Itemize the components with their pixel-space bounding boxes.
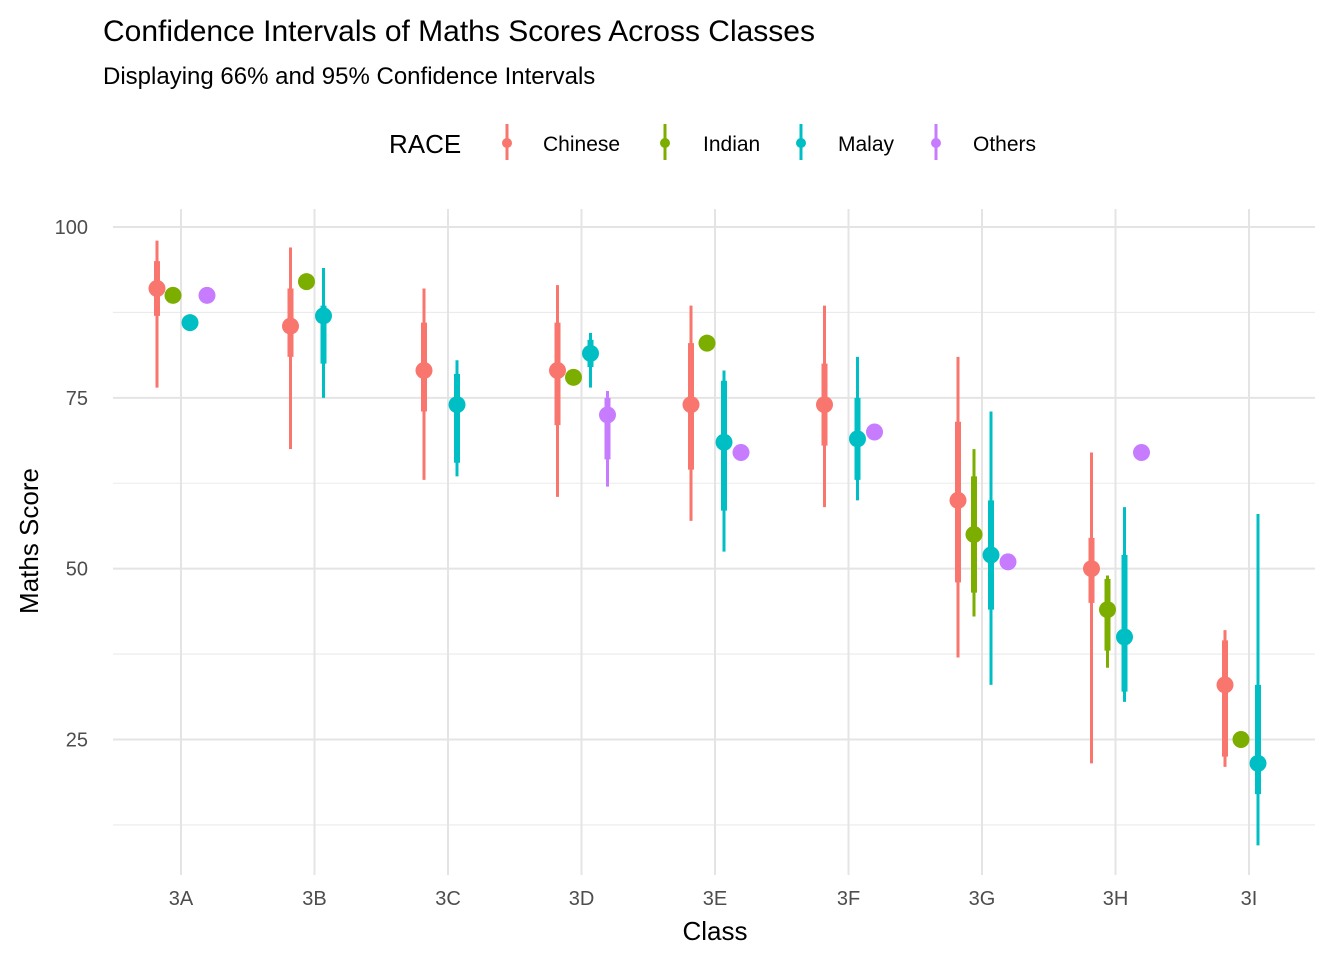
- point-estimate: [982, 546, 1000, 564]
- legend-label: Indian: [703, 133, 760, 156]
- legend-key-point: [502, 138, 512, 148]
- point-estimate: [448, 396, 466, 414]
- point-estimate: [732, 444, 750, 461]
- legend-key-point: [931, 138, 941, 148]
- point-estimate: [282, 317, 299, 335]
- point-estimate: [198, 286, 216, 304]
- point-estimate: [1099, 601, 1116, 619]
- legend-label: Malay: [838, 133, 895, 156]
- point-estimate: [1232, 731, 1250, 748]
- chart-title: Confidence Intervals of Maths Scores Acr…: [103, 15, 815, 48]
- point-estimate: [549, 362, 566, 379]
- point-estimate: [298, 273, 315, 291]
- series-indian: [164, 273, 1250, 748]
- x-tick-label: 3G: [969, 888, 996, 910]
- point-estimate: [1116, 628, 1133, 646]
- point-estimate: [1249, 754, 1267, 772]
- x-tick-label: 3I: [1241, 888, 1258, 910]
- chart-marks: [148, 240, 1267, 846]
- legend-key-point: [796, 138, 806, 148]
- y-axis-title: Maths Score: [14, 468, 44, 614]
- legend-item-indian: Indian: [660, 124, 760, 160]
- grid-major: [113, 209, 1315, 875]
- point-estimate: [949, 491, 967, 509]
- point-estimate: [315, 307, 332, 325]
- y-tick-label: 25: [66, 730, 88, 752]
- point-estimate: [715, 433, 733, 451]
- series-chinese: [148, 240, 1234, 767]
- x-tick-label: 3C: [435, 888, 461, 910]
- legend-label: Chinese: [543, 133, 620, 156]
- x-tick-label: 3F: [837, 888, 860, 910]
- point-estimate: [816, 396, 833, 414]
- y-tick-label: 100: [55, 217, 88, 239]
- legend-item-malay: Malay: [796, 124, 895, 160]
- x-axis-ticks: 3A 3B 3C 3D 3E 3F 3G 3H 3I: [169, 888, 1258, 910]
- legend-item-others: Others: [931, 124, 1036, 160]
- legend-title: RACE: [389, 129, 461, 159]
- x-axis-title: Class: [682, 916, 747, 946]
- point-estimate: [582, 344, 599, 362]
- legend-label: Others: [973, 133, 1036, 156]
- point-estimate: [999, 553, 1017, 571]
- plot-panel: [113, 209, 1315, 875]
- point-estimate: [965, 526, 983, 543]
- point-estimate: [849, 430, 866, 448]
- point-estimate: [698, 334, 716, 352]
- legend: RACE Chinese Indian Malay Others: [389, 124, 1036, 160]
- legend-key-point: [660, 138, 670, 148]
- x-tick-label: 3D: [569, 888, 595, 910]
- x-tick-label: 3E: [703, 888, 727, 910]
- point-estimate: [148, 280, 166, 297]
- y-tick-label: 50: [66, 559, 88, 581]
- series-others: [198, 286, 1150, 571]
- y-axis-ticks: 25 50 75 100: [55, 217, 88, 752]
- chart-subtitle: Displaying 66% and 95% Confidence Interv…: [103, 63, 595, 90]
- series-malay: [181, 268, 1267, 846]
- point-estimate: [599, 406, 616, 424]
- point-estimate: [1216, 676, 1234, 694]
- point-estimate: [682, 396, 700, 414]
- point-estimate: [866, 423, 883, 441]
- x-tick-label: 3A: [169, 888, 194, 910]
- point-estimate: [1133, 444, 1150, 461]
- x-tick-label: 3B: [302, 888, 326, 910]
- x-tick-label: 3H: [1103, 888, 1129, 910]
- point-estimate: [181, 314, 199, 332]
- point-estimate: [565, 368, 582, 386]
- point-estimate: [1083, 560, 1100, 578]
- point-estimate: [415, 362, 433, 379]
- point-estimate: [164, 286, 182, 304]
- legend-item-chinese: Chinese: [502, 124, 620, 160]
- y-tick-label: 75: [66, 388, 88, 410]
